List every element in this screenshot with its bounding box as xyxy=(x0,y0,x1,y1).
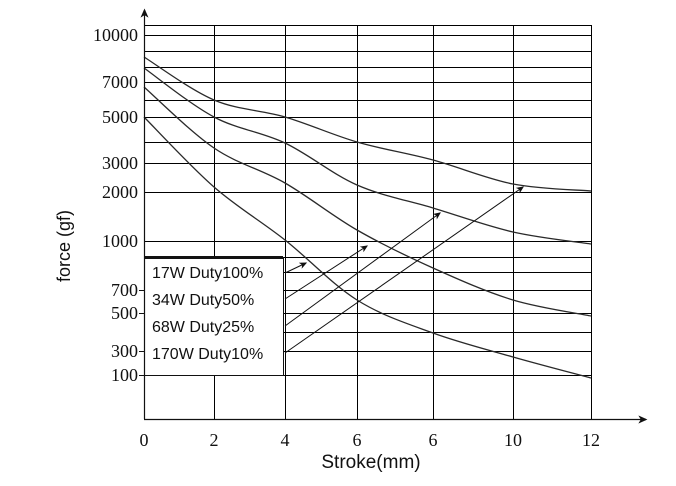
x-tick-label: 4 xyxy=(281,430,290,450)
x-tick-label: 12 xyxy=(582,430,600,450)
x-axis-title: Stroke(mm) xyxy=(321,452,421,473)
x-tick-label: 6 xyxy=(429,430,438,450)
legend-item-label: 34W Duty50% xyxy=(152,292,254,309)
y-axis-title: force (gf) xyxy=(54,209,74,283)
y-tick-label: 100 xyxy=(111,365,138,385)
legend-item-label: 17W Duty100% xyxy=(152,265,263,282)
y-tick-label: 10000 xyxy=(93,25,138,45)
y-tick-label: 3000 xyxy=(102,153,138,173)
x-tick-label: 6 xyxy=(353,430,362,450)
legend-item-label: 170W Duty10% xyxy=(152,346,263,363)
y-tick-label: 300 xyxy=(111,341,138,361)
y-tick-label: 1000 xyxy=(102,231,138,251)
x-tick-label: 2 xyxy=(210,430,219,450)
x-tick-label: 10 xyxy=(504,430,522,450)
leader-arrow xyxy=(284,212,441,327)
y-tick-label: 700 xyxy=(111,280,138,300)
y-tick-label: 7000 xyxy=(102,72,138,92)
force-curve-34w xyxy=(143,86,592,317)
force-curve-17w xyxy=(143,116,592,379)
y-tick-label: 2000 xyxy=(102,182,138,202)
leader-arrow xyxy=(284,262,308,274)
leader-arrow xyxy=(284,245,369,300)
y-tick-label: 5000 xyxy=(102,107,138,127)
force-curve-68w xyxy=(143,67,592,245)
x-tick-label: 0 xyxy=(140,430,149,450)
force-curve-170w xyxy=(143,56,592,192)
legend-box xyxy=(144,257,284,376)
leader-arrow xyxy=(284,186,524,354)
y-tick-label: 500 xyxy=(111,303,138,323)
legend-item-label: 68W Duty25% xyxy=(152,319,254,336)
